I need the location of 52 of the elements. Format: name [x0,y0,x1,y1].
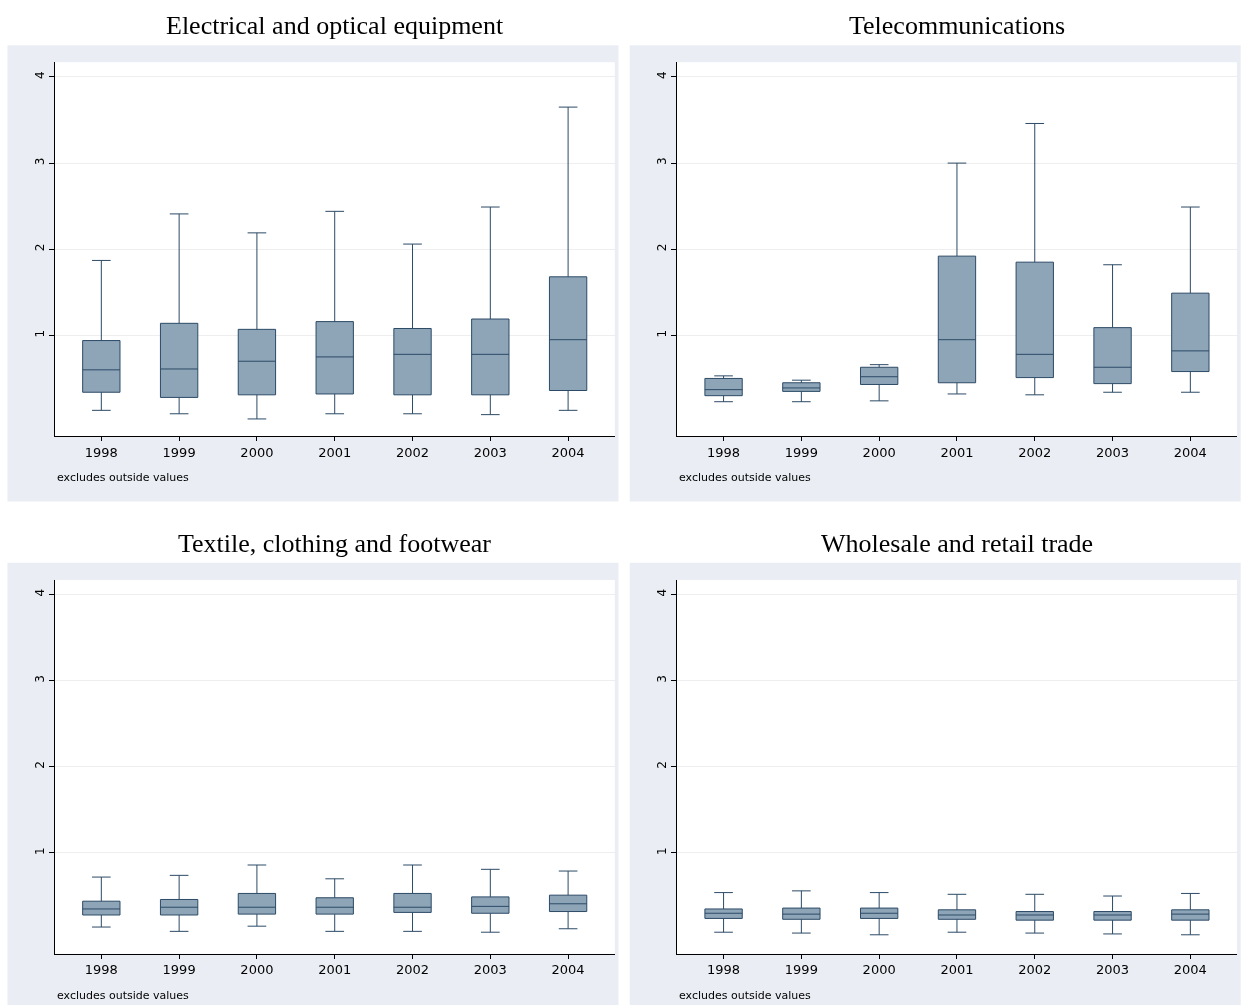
x-tick-label: 1998 [84,444,118,460]
x-tick-label: 2002 [1018,962,1052,978]
y-tick-label: 3 [32,675,47,683]
x-tick-label: 1998 [84,962,118,978]
y-tick-label: 2 [32,761,47,769]
x-tick-label: 1999 [784,444,818,460]
x-tick-label: 2004 [551,444,585,460]
y-tick-label: 4 [655,588,670,597]
y-tick-label: 4 [32,71,47,79]
y-tick-label: 1 [655,847,670,855]
text: excludes outside values [679,989,812,1002]
x-tick-label: 2001 [940,962,974,978]
x-tick-label: 2000 [862,444,896,460]
x-tick-label: 2000 [240,444,274,460]
x-tick-label: 2001 [318,444,352,460]
text: excludes outside values [679,471,812,484]
x-tick-label: 2001 [318,962,352,978]
x-tick-label: 2000 [240,962,274,978]
x-tick-label: 2004 [1173,444,1207,460]
chart-title: Wholesale and retail trade [821,529,1094,558]
x-tick-label: 2003 [1096,962,1130,978]
y-tick-label: 1 [655,329,670,338]
x-tick-label: 1999 [162,962,196,978]
x-tick-label: 2004 [1173,962,1207,978]
x-tick-label: 2002 [1018,444,1052,460]
y-tick-label: 2 [655,243,670,252]
chart-title: Textile, clothing and footwear [178,529,492,558]
x-tick-label: 1998 [707,962,741,978]
y-tick-label: 3 [655,157,670,166]
text: excludes outside values [57,989,190,1002]
x-tick-label: 2001 [940,444,974,460]
text: excludes outside values [57,471,190,484]
x-tick-label: 2002 [395,962,430,978]
y-tick-label: 4 [32,588,47,597]
y-tick-label: 1 [32,329,47,338]
y-tick-label: 3 [655,675,670,683]
y-tick-label: 2 [32,243,47,252]
y-tick-label: 4 [655,71,670,79]
x-tick-label: 2003 [1096,444,1130,460]
x-tick-label: 2002 [395,444,430,460]
x-tick-label: 2003 [473,962,507,978]
y-tick-label: 2 [655,761,670,769]
x-tick-label: 2004 [551,962,585,978]
chart-title: Telecommunications [849,11,1066,40]
x-tick-label: 1999 [784,962,818,978]
x-tick-label: 2003 [473,444,507,460]
x-tick-label: 1998 [707,444,741,460]
x-tick-label: 1999 [162,444,196,460]
y-tick-label: 3 [32,157,47,166]
y-tick-label: 1 [32,847,47,855]
chart-title: Electrical and optical equipment [166,11,504,40]
x-tick-label: 2000 [862,962,896,978]
